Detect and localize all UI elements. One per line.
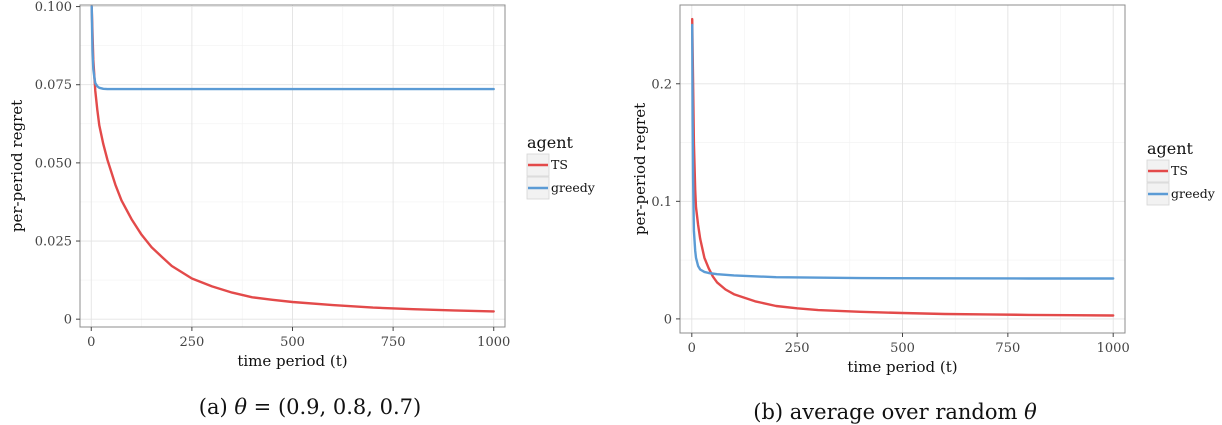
y-axis-title: per-period regret <box>631 103 649 235</box>
x-tick-label: 1000 <box>1097 341 1130 356</box>
x-tick-label: 500 <box>890 341 915 356</box>
y-tick-label: 0.075 <box>35 78 72 93</box>
legend-label: TS <box>551 157 568 172</box>
caption-prefix: (a) <box>199 395 235 419</box>
series-line-greedy <box>691 23 1115 280</box>
legend-item-TS: TS <box>1146 159 1188 183</box>
caption-theta: θ <box>234 395 247 419</box>
x-tick-label: 250 <box>179 335 204 350</box>
series-line-greedy <box>90 5 495 91</box>
x-axis-title: time period (t) <box>847 358 957 376</box>
major-gridlines <box>80 5 505 327</box>
x-axis-title: time period (t) <box>237 352 347 370</box>
legend-item-greedy: greedy <box>1146 182 1216 206</box>
x-tick-label: 500 <box>280 335 305 350</box>
x-tick-label: 750 <box>381 335 406 350</box>
x-tick-label: 750 <box>995 341 1020 356</box>
y-tick-label: 0 <box>64 313 72 328</box>
axis-ticks: 0 250 500 750 1000 0 0.1 0.2 <box>651 77 1129 356</box>
axis-ticks: 0 250 500 750 1000 0 0.025 0.050 0.075 0.100 <box>35 0 510 350</box>
caption-suffix: = (0.9, 0.8, 0.7) <box>247 395 421 419</box>
legend-label: greedy <box>551 180 596 195</box>
legend-item-TS: TS <box>526 153 568 177</box>
caption-prefix: (b) average over random <box>753 400 1024 424</box>
legend: agent TS greedy <box>1146 139 1216 206</box>
series-line-TS <box>90 5 495 313</box>
x-tick-label: 250 <box>785 341 810 356</box>
chart-a: 0 250 500 750 1000 0 0.025 0.050 0.075 0.100 time … <box>8 0 596 419</box>
y-tick-label: 0.1 <box>651 195 672 210</box>
caption-theta: θ <box>1024 400 1037 424</box>
y-axis-title: per-period regret <box>8 100 26 232</box>
y-tick-label: 0.050 <box>35 156 72 171</box>
x-tick-label: 0 <box>87 335 95 350</box>
legend-title: agent <box>527 133 574 152</box>
chart-b: 0 250 500 750 1000 0 0.1 0.2 time period (t) per-… <box>631 4 1216 424</box>
y-tick-label: 0.2 <box>651 77 672 92</box>
legend-title: agent <box>1147 139 1194 158</box>
y-tick-label: 0.025 <box>35 235 72 250</box>
y-tick-label: 0.100 <box>35 0 72 15</box>
x-tick-label: 0 <box>688 341 696 356</box>
series-line-TS <box>691 17 1115 317</box>
x-tick-label: 1000 <box>477 335 510 350</box>
figure-caption: (b) average over random θ <box>753 400 1037 424</box>
legend-label: TS <box>1171 163 1188 178</box>
y-tick-label: 0 <box>664 312 672 327</box>
legend-item-greedy: greedy <box>526 176 596 200</box>
figure-caption: (a) θ = (0.9, 0.8, 0.7) <box>199 395 421 419</box>
legend: agent TS greedy <box>526 133 596 200</box>
legend-label: greedy <box>1171 186 1216 201</box>
